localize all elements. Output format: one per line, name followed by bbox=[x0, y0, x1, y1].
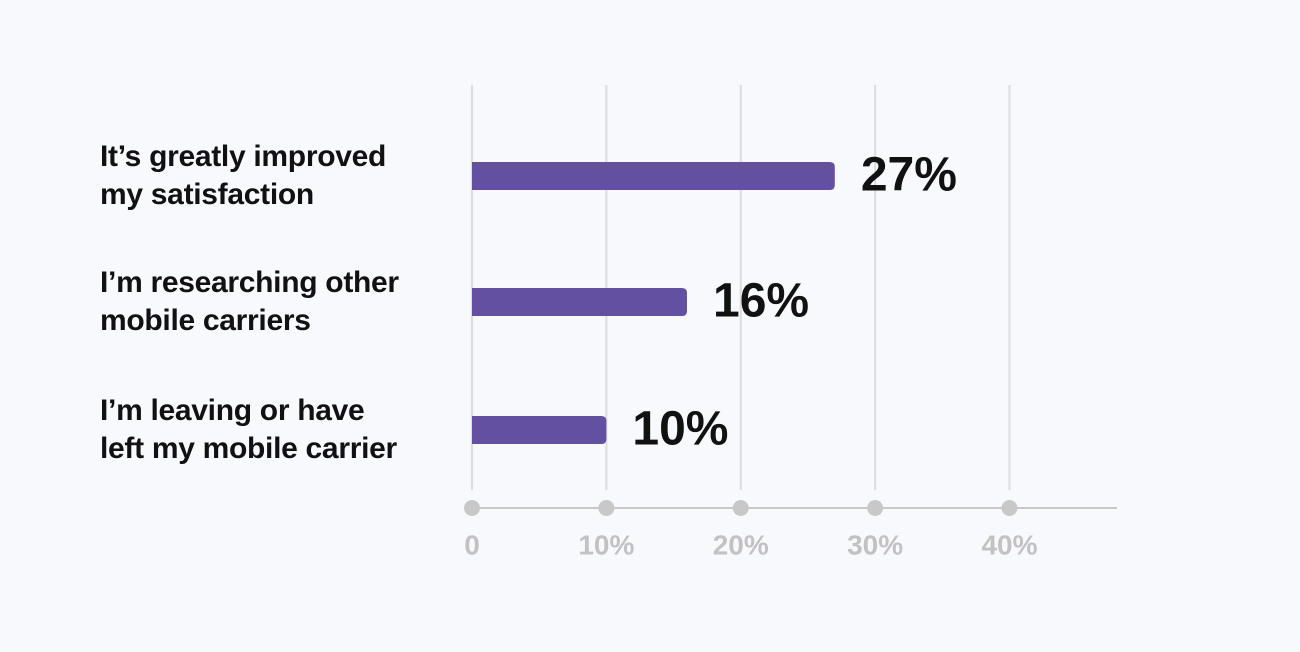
tick-dot bbox=[732, 500, 749, 516]
x-tick-label: 0 bbox=[464, 529, 480, 560]
tick-dot bbox=[598, 500, 615, 516]
x-tick-label: 10% bbox=[578, 529, 634, 560]
value-label: 10% bbox=[632, 403, 728, 456]
value-label: 16% bbox=[713, 275, 809, 328]
bar bbox=[472, 162, 835, 190]
category-label: I’m researching other mobile carriers bbox=[100, 266, 399, 337]
tick-dot bbox=[1001, 500, 1018, 516]
x-tick-label: 40% bbox=[981, 529, 1037, 560]
category-label: It’s greatly improved my satisfaction bbox=[100, 140, 387, 211]
value-label: 27% bbox=[861, 149, 957, 202]
bar bbox=[472, 288, 687, 316]
bar bbox=[472, 416, 607, 444]
category-label: I’m leaving or have left my mobile carri… bbox=[100, 394, 397, 465]
x-tick-label: 20% bbox=[713, 529, 769, 560]
x-tick-label: 30% bbox=[847, 529, 903, 560]
tick-dot bbox=[867, 500, 884, 516]
tick-dot bbox=[464, 500, 480, 516]
